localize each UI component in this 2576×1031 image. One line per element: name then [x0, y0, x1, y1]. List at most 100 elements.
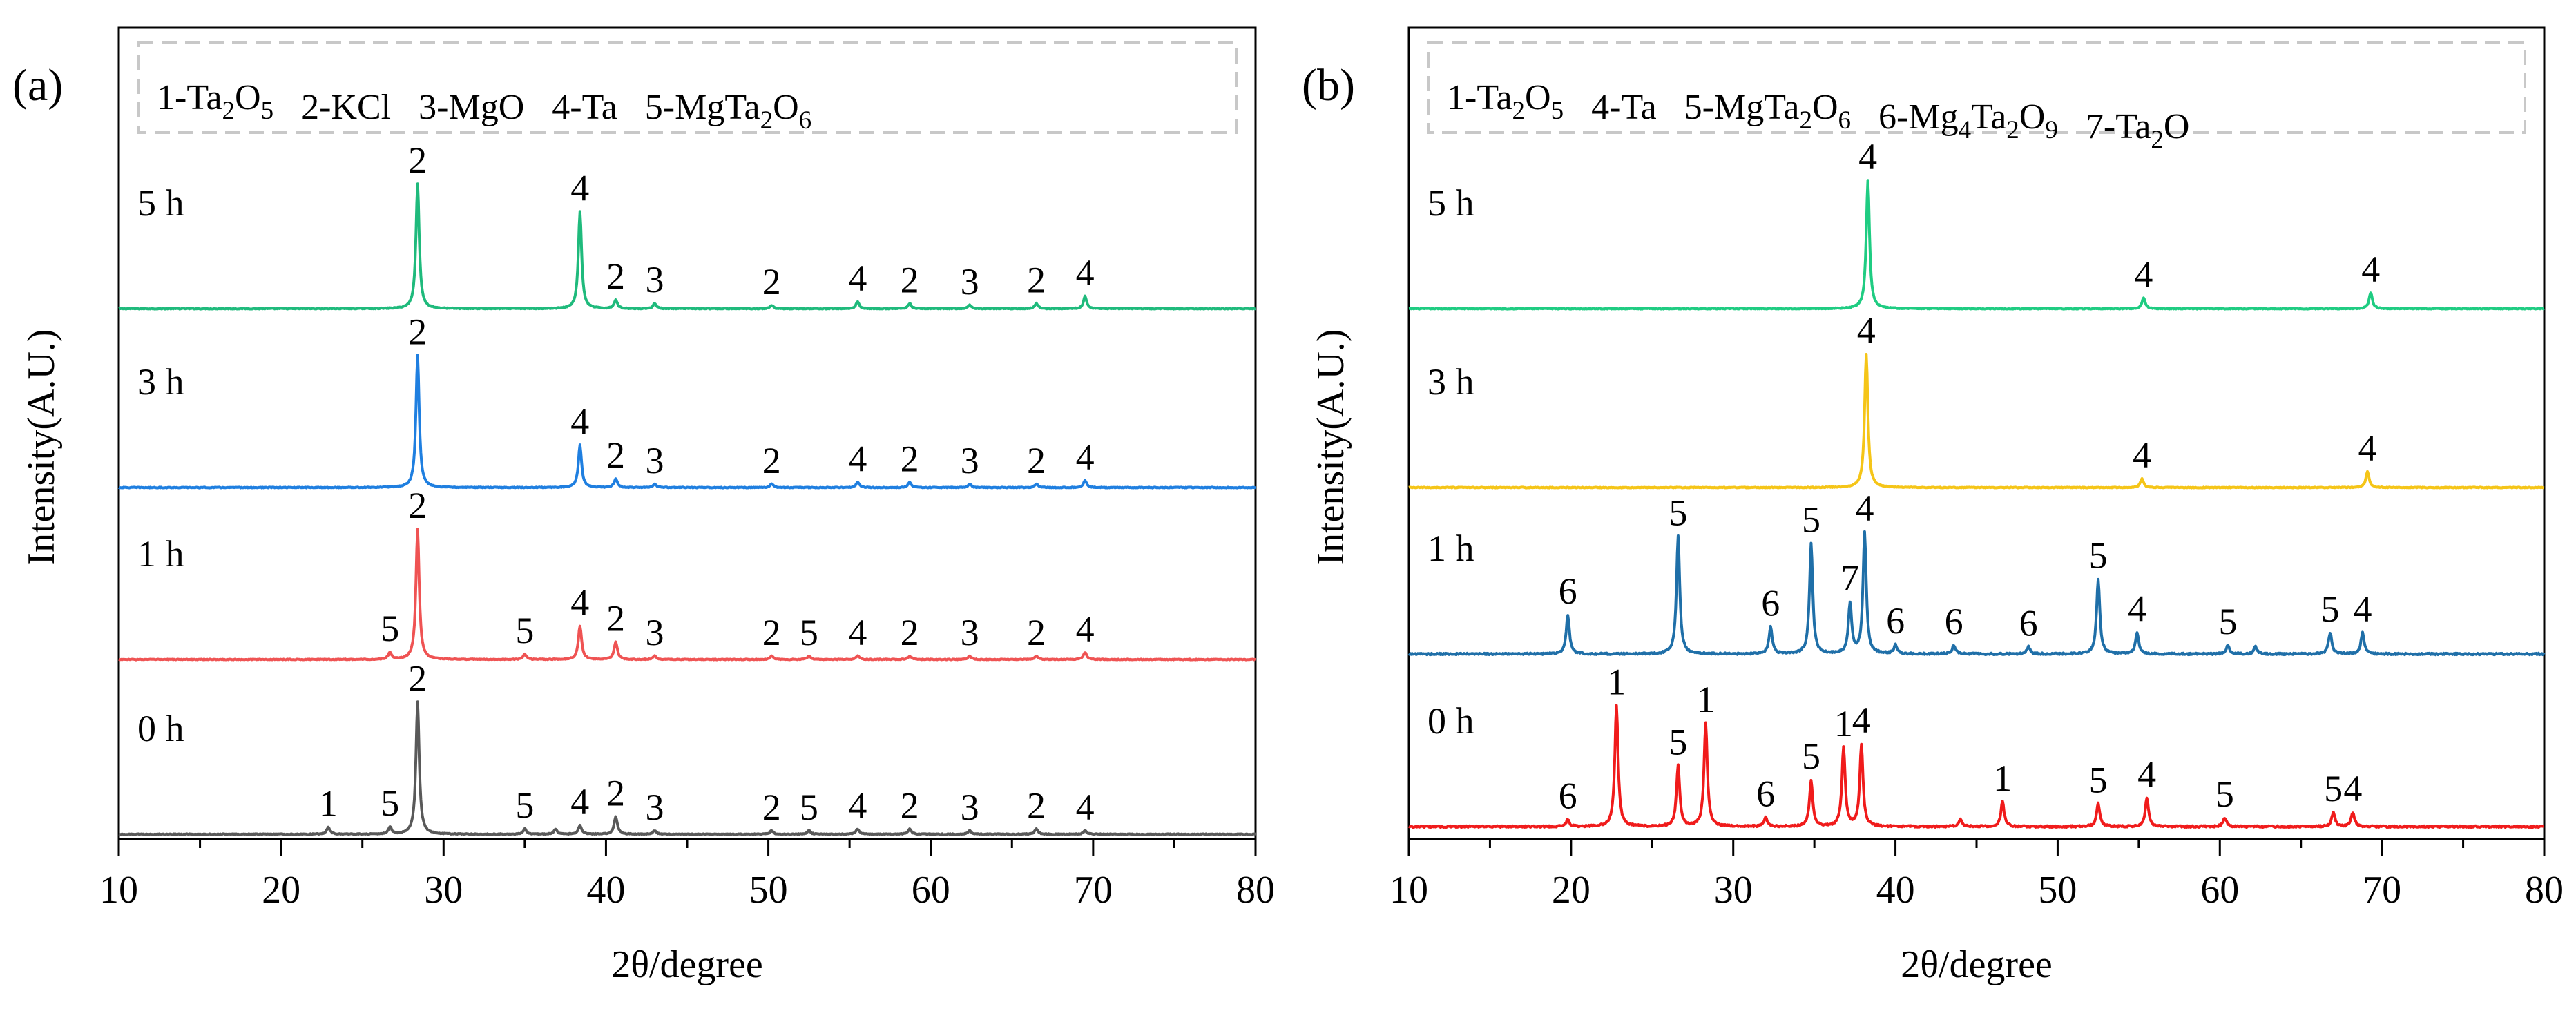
peak-label: 2: [1027, 612, 1046, 653]
peak-label: 4: [848, 612, 867, 653]
peak-label: 5: [515, 784, 534, 826]
series-label: 1 h: [1428, 528, 1474, 569]
legend-number: 1: [157, 78, 175, 117]
legend-number: 7: [2086, 107, 2104, 146]
peak-label: 5: [381, 608, 399, 649]
peak-label: 5: [1669, 721, 1687, 762]
peak-label: 1: [319, 783, 338, 825]
peak-label: 2: [901, 784, 919, 826]
peak-label: 3: [961, 612, 979, 653]
peak-label: 3: [961, 261, 979, 302]
peak-label: 5: [515, 610, 534, 651]
peak-label: 5: [2219, 601, 2238, 642]
x-tick-label: 30: [424, 869, 463, 912]
peak-label: 4: [570, 168, 589, 209]
legend-subscript: 2: [222, 97, 236, 125]
x-axis-label: 2θ/degree: [611, 943, 763, 986]
peak-label: 5: [1802, 735, 1820, 777]
series-label: 5 h: [137, 182, 184, 224]
peak-label: 2: [762, 261, 781, 302]
peak-label: 6: [1559, 570, 1577, 612]
peak-label: 5: [1669, 492, 1687, 534]
panel-label: (b): [1302, 60, 1355, 110]
legend-formula: O: [2164, 107, 2190, 146]
peak-label: 2: [408, 311, 427, 353]
peak-label: 2: [762, 787, 781, 828]
legend-subscript: 2: [760, 106, 773, 135]
peak-label: 5: [2324, 768, 2343, 809]
legend-formula: O: [235, 78, 261, 117]
series-label: 0 h: [1428, 700, 1474, 742]
peak-label: 7: [1840, 557, 1859, 599]
peak-label: 3: [961, 787, 979, 828]
peak-label: 4: [1857, 309, 1876, 351]
legend-formula: O: [1812, 88, 1838, 127]
peak-label: 6: [1945, 601, 1963, 642]
x-tick-label: 10: [1390, 869, 1428, 912]
legend-separator: -: [319, 88, 331, 127]
peak-label: 4: [2133, 434, 2151, 476]
legend-number: 1: [1447, 78, 1465, 117]
peak-label: 4: [1076, 608, 1095, 650]
peak-label: 2: [408, 139, 427, 181]
peak-label: 2: [408, 658, 427, 700]
legend-separator: -: [1609, 88, 1621, 127]
legend-text: 1-Ta2O5 2-KCl 3-MgO 4-Ta 5-MgTa2O6: [157, 78, 811, 135]
legend-subscript: 2: [1512, 97, 1526, 125]
peak-label: 2: [606, 256, 625, 297]
x-tick-label: 50: [2038, 869, 2077, 912]
peak-label: 1: [1696, 679, 1715, 720]
legend-subscript: 2: [1799, 106, 1812, 135]
legend-formula: MgTa: [1714, 88, 1799, 127]
peak-label: 1: [1834, 703, 1853, 744]
legend-number: 6: [1878, 97, 1896, 137]
peak-label: 4: [1076, 436, 1095, 478]
peak-label: 5: [2215, 773, 2234, 815]
peak-label: 2: [762, 612, 781, 653]
series-label: 3 h: [1428, 361, 1474, 403]
x-tick-label: 40: [586, 869, 625, 912]
series-line-0h: [1407, 704, 2545, 829]
legend-subscript: 2: [2151, 126, 2164, 154]
legend-number: 5: [1684, 88, 1702, 127]
peak-label: 2: [1027, 784, 1046, 826]
peak-label: 6: [2019, 603, 2038, 644]
legend-subscript: 2: [2006, 116, 2019, 144]
peak-label: 5: [381, 782, 399, 824]
peak-label: 4: [1855, 488, 1874, 529]
legend-subscript: 4: [1959, 116, 1972, 144]
x-tick-label: 20: [1552, 869, 1590, 912]
peak-label: 4: [2358, 427, 2377, 469]
peak-label: 3: [645, 612, 664, 653]
series-line-1h: [118, 528, 1257, 662]
legend-formula: Ta: [582, 88, 617, 127]
legend-subscript: 6: [799, 106, 812, 135]
x-tick-label: 30: [1714, 869, 1753, 912]
series-line-3h: [1408, 353, 2545, 490]
peak-label: 2: [606, 434, 625, 476]
peak-label: 4: [2128, 588, 2146, 630]
peak-label: 3: [645, 787, 664, 828]
legend-formula: Ta: [1477, 78, 1512, 117]
legend-box: [1427, 41, 2526, 134]
peak-label: 4: [2134, 254, 2153, 296]
x-axis-label: 2θ/degree: [1901, 943, 2053, 986]
series-line-5h: [1408, 179, 2545, 311]
legend-separator: -: [570, 88, 581, 127]
x-tick-label: 80: [1236, 869, 1275, 912]
peak-label: 4: [1852, 700, 1871, 741]
peak-label: 1: [1607, 661, 1626, 702]
peak-label: 4: [570, 781, 589, 822]
x-tick-label: 70: [1074, 869, 1113, 912]
legend-subscript: 5: [261, 97, 274, 125]
peak-label: 2: [1027, 440, 1046, 481]
peak-label: 3: [645, 440, 664, 481]
legend-separator: -: [663, 88, 675, 127]
series-line-0h: [118, 700, 1256, 836]
peak-label: 5: [800, 787, 818, 828]
legend-formula: MgTa: [675, 88, 760, 127]
x-tick-label: 60: [912, 869, 950, 912]
legend-formula: MgO: [448, 88, 524, 127]
